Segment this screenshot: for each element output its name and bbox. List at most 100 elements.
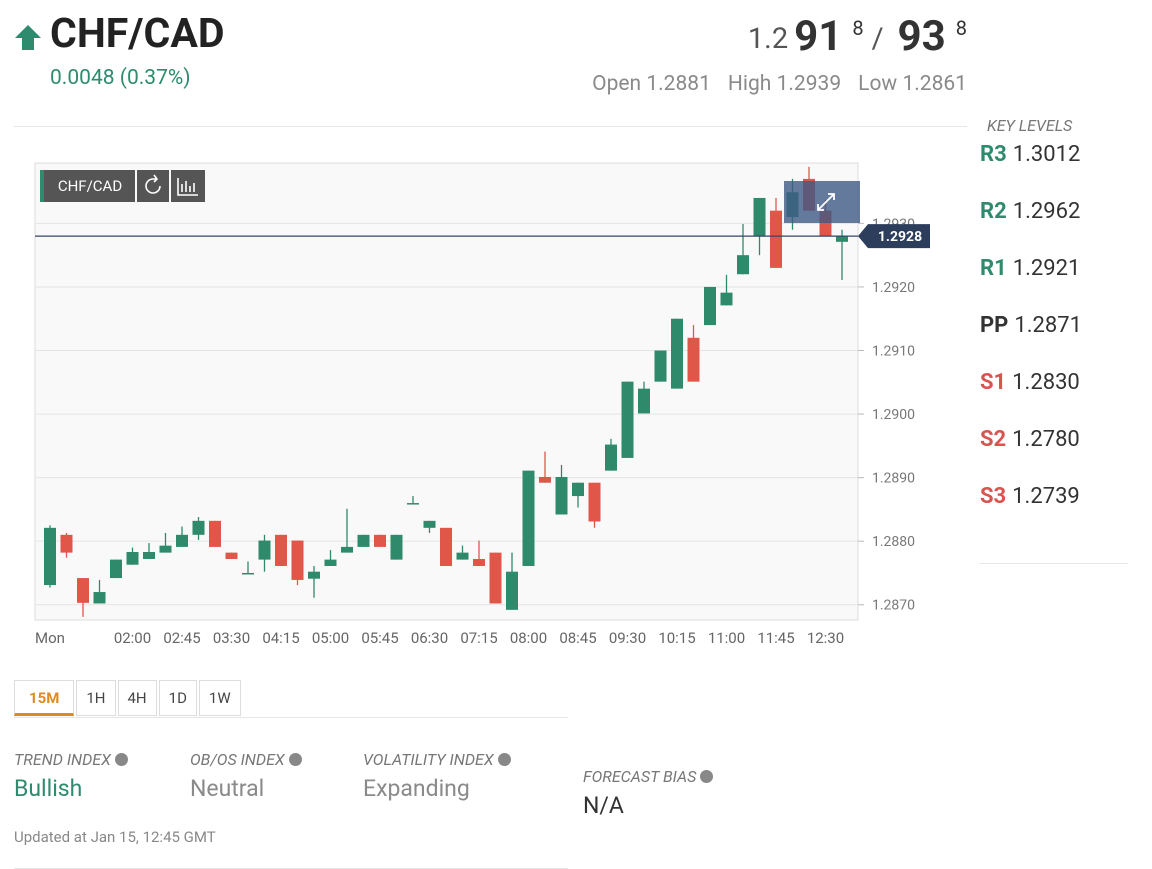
key-level: R3 1.3012: [980, 142, 1080, 167]
index-label-text: VOLATILITY INDEX: [363, 750, 494, 769]
level-value: 1.2871: [1014, 313, 1082, 338]
candle-body: [209, 520, 221, 547]
stat: High 1.2939: [728, 72, 841, 96]
level-value: 1.2739: [1012, 484, 1080, 509]
candle-body: [605, 444, 617, 471]
index: TREND INDEX Bullish: [14, 750, 128, 802]
x-tick-label: 02:45: [163, 629, 200, 647]
index-value: Expanding: [363, 775, 470, 802]
x-tick-label: 03:30: [213, 629, 250, 647]
help-icon[interactable]: [114, 753, 128, 766]
symbol-button: [40, 170, 135, 202]
forecast-value: N/A: [583, 792, 624, 819]
bid-pip: 8: [852, 16, 864, 40]
y-tick-label: 1.2880: [872, 534, 915, 550]
timeframe-button[interactable]: 1W: [198, 680, 241, 716]
refresh-button[interactable]: [137, 170, 169, 202]
level-name: R3: [980, 142, 1007, 167]
level-name: S1: [980, 370, 1007, 395]
y-tick-label: 1.2910: [872, 344, 915, 360]
y-tick-label: 1.2920: [872, 280, 915, 296]
timeframe-button[interactable]: 15M: [14, 680, 75, 716]
help-icon[interactable]: [700, 770, 714, 783]
candle-body: [341, 546, 353, 553]
index-value: Neutral: [190, 775, 265, 802]
candle-body: [621, 381, 634, 458]
ask-pip: 8: [955, 16, 967, 40]
candle-body: [291, 540, 304, 580]
stats: Open 1.2881 High 1.2939 Low 1.2861: [592, 72, 967, 96]
bid-big: 91: [794, 12, 843, 61]
divider: [980, 563, 1128, 564]
x-tick-label: 04:15: [262, 629, 299, 647]
key-level: R2 1.2962: [980, 199, 1080, 224]
candle-body: [258, 540, 271, 560]
index: OB/OS INDEX Neutral: [190, 750, 302, 802]
candle-body: [159, 545, 172, 553]
candle-body: [720, 292, 733, 306]
price-change: 0.0048 (0.37%): [50, 66, 191, 90]
candle-body: [126, 551, 139, 565]
candle-body: [390, 534, 403, 560]
help-icon[interactable]: [497, 753, 511, 766]
candle-body: [753, 197, 766, 237]
level-name: R2: [980, 199, 1007, 224]
candle-body: [456, 552, 469, 560]
candle-body: [143, 551, 155, 559]
stat-label: Low: [858, 72, 898, 96]
candle-body: [225, 552, 238, 559]
candle-body: [704, 286, 716, 326]
key-level: S2 1.2780: [980, 427, 1080, 452]
current-price-marker: [858, 224, 930, 249]
y-tick-label: 1.2890: [872, 471, 915, 487]
timeframe-button[interactable]: 1H: [76, 680, 116, 716]
x-tick-label: Mon: [35, 629, 65, 647]
stat-label: Open: [592, 72, 642, 96]
key-levels-title: KEY LEVELS: [987, 116, 1073, 135]
candle-body: [275, 534, 287, 566]
level-value: 1.3012: [1012, 142, 1081, 167]
x-tick-label: 06:30: [411, 629, 448, 647]
price-quote: 1.2 91 8 / 93 8: [748, 12, 967, 61]
stat-value: 1.2861: [902, 72, 967, 96]
index: VOLATILITY INDEX Expanding: [363, 750, 511, 802]
candle-body: [192, 520, 205, 535]
candle-body: [638, 388, 650, 414]
candle-body: [374, 534, 386, 547]
timeframe-button[interactable]: 4H: [117, 680, 157, 716]
stat-value: 1.2939: [776, 72, 842, 96]
key-level: S1 1.2830: [980, 370, 1080, 395]
candle-body: [489, 552, 502, 604]
level-value: 1.2921: [1012, 256, 1081, 281]
candle-body: [308, 571, 320, 579]
x-tick-label: 11:45: [757, 629, 794, 647]
level-value: 1.2780: [1012, 427, 1080, 452]
key-level: R1 1.2921: [980, 256, 1080, 281]
stat-label: High: [727, 72, 772, 96]
candle-body: [77, 578, 89, 603]
candle-body: [555, 476, 568, 515]
candle-body: [522, 470, 535, 566]
separator: /: [871, 22, 884, 56]
y-tick-label: 1.2900: [872, 407, 915, 423]
candle-body: [687, 337, 700, 382]
level-name: S2: [980, 427, 1007, 452]
forecast: FORECAST BIAS N/A: [583, 767, 714, 819]
candle-body: [770, 210, 782, 268]
level-value: 1.2830: [1012, 370, 1080, 395]
expand-button[interactable]: [784, 181, 860, 223]
index-label-text: OB/OS INDEX: [190, 750, 285, 769]
x-tick-label: 02:00: [114, 629, 151, 647]
price-prefix: 1.2: [747, 22, 789, 56]
x-tick-label: 09:30: [609, 629, 646, 647]
indicator-button[interactable]: [171, 170, 205, 202]
candle-body: [654, 350, 667, 382]
stat: Low 1.2861: [858, 72, 967, 96]
index-label-text: TREND INDEX: [14, 750, 111, 769]
timeframe-button[interactable]: 1D: [158, 680, 197, 716]
stat: Open 1.2881: [592, 72, 711, 96]
candle-body: [572, 482, 584, 497]
x-tick-label: 07:15: [460, 629, 497, 647]
help-icon[interactable]: [288, 753, 302, 766]
